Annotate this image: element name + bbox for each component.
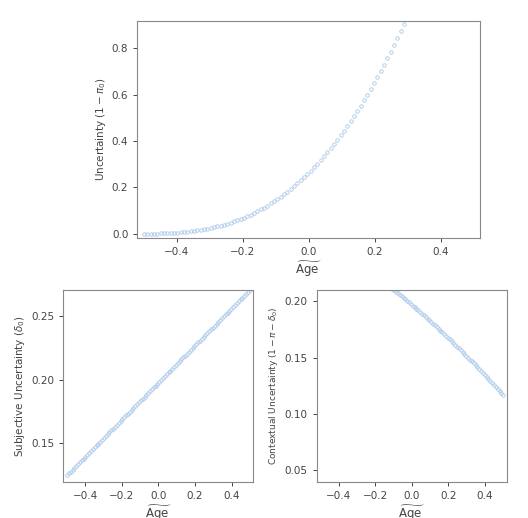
X-axis label: $\widetilde{\rm Age}$: $\widetilde{\rm Age}$ xyxy=(145,503,172,518)
Y-axis label: Subjective Uncertainty $(\delta_0)$: Subjective Uncertainty $(\delta_0)$ xyxy=(13,315,27,457)
X-axis label: $\widetilde{\rm Age}$: $\widetilde{\rm Age}$ xyxy=(398,503,426,518)
Y-axis label: Uncertainty $(1-\pi_0)$: Uncertainty $(1-\pi_0)$ xyxy=(93,78,108,181)
Y-axis label: Contextual Uncertainty $(1-\pi-\delta_0)$: Contextual Uncertainty $(1-\pi-\delta_0)… xyxy=(268,307,280,465)
X-axis label: $\widetilde{\rm Age}$: $\widetilde{\rm Age}$ xyxy=(295,260,323,279)
